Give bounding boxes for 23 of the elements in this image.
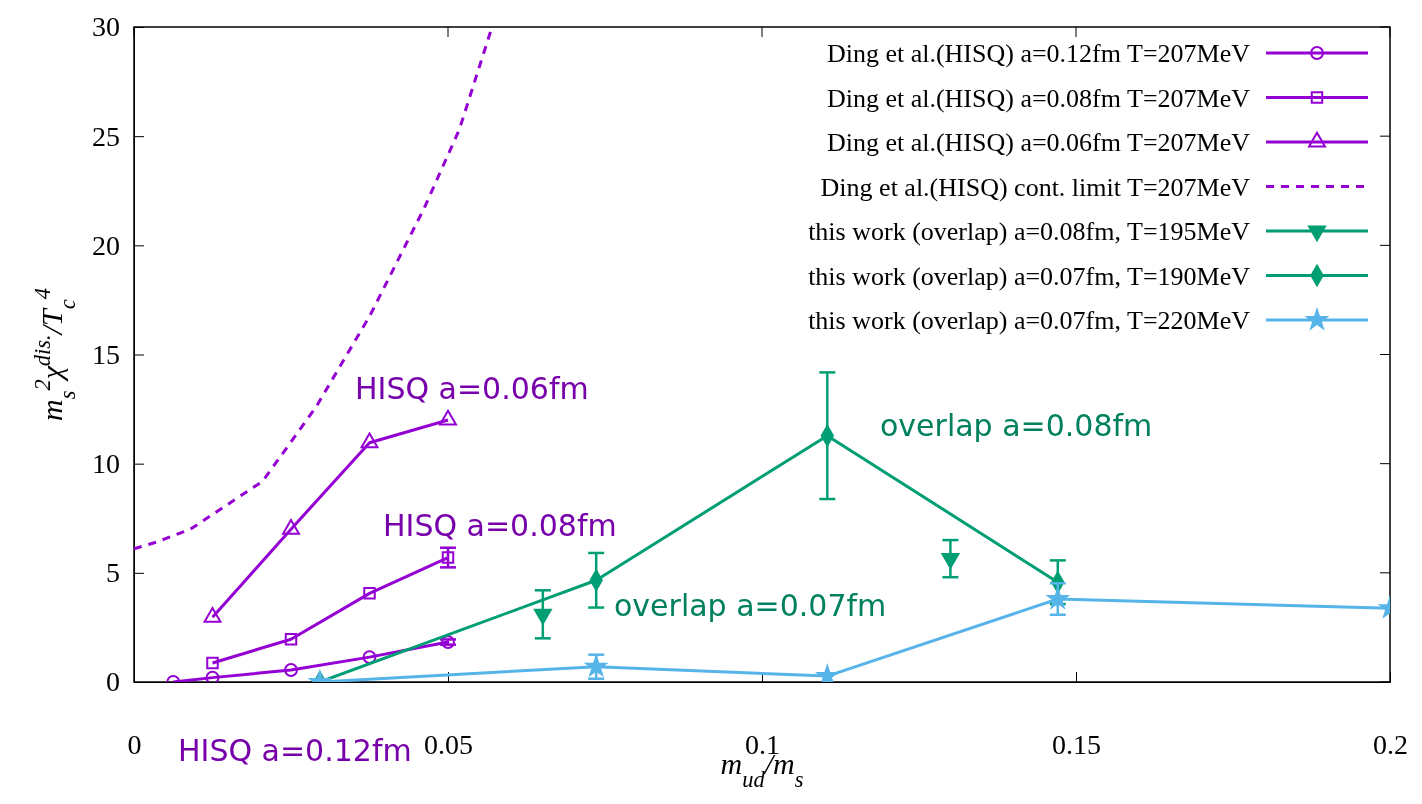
y-tick-label: 10 [92, 448, 120, 480]
y-tick-label: 30 [92, 11, 120, 43]
x-tick-label: 0 [127, 728, 142, 760]
y-tick-label: 5 [106, 557, 120, 589]
y-tick-label: 0 [106, 666, 120, 698]
text: HISQ a=0.12fm [178, 732, 412, 768]
y-tick-label: 15 [92, 338, 120, 370]
legend-label: this work (overlap) a=0.07fm, T=190MeV [808, 261, 1251, 291]
y-tick-label: 25 [92, 120, 120, 152]
annotation: overlap a=0.07fm [614, 587, 887, 623]
legend-label: Ding et al.(HISQ) a=0.06fm T=207MeV [826, 128, 1251, 158]
x-tick-label: 0.2 [1373, 728, 1408, 760]
y-tick-label: 20 [92, 229, 120, 261]
annotation: HISQ a=0.08fm [383, 507, 617, 543]
legend-label: this work (overlap) a=0.08fm, T=195MeV [808, 217, 1251, 247]
legend-label: Ding et al.(HISQ) a=0.12fm T=207MeV [826, 39, 1251, 69]
x-tick-label: 0.05 [424, 728, 473, 760]
legend-label: Ding et al.(HISQ) a=0.08fm T=207MeV [826, 83, 1251, 113]
x-tick-label: 0.15 [1052, 728, 1101, 760]
legend-label: Ding et al.(HISQ) cont. limit T=207MeV [820, 172, 1251, 202]
annotation: HISQ a=0.06fm [355, 370, 589, 406]
annotation: overlap a=0.08fm [880, 407, 1153, 443]
legend-label: this work (overlap) a=0.07fm, T=220MeV [808, 306, 1251, 336]
